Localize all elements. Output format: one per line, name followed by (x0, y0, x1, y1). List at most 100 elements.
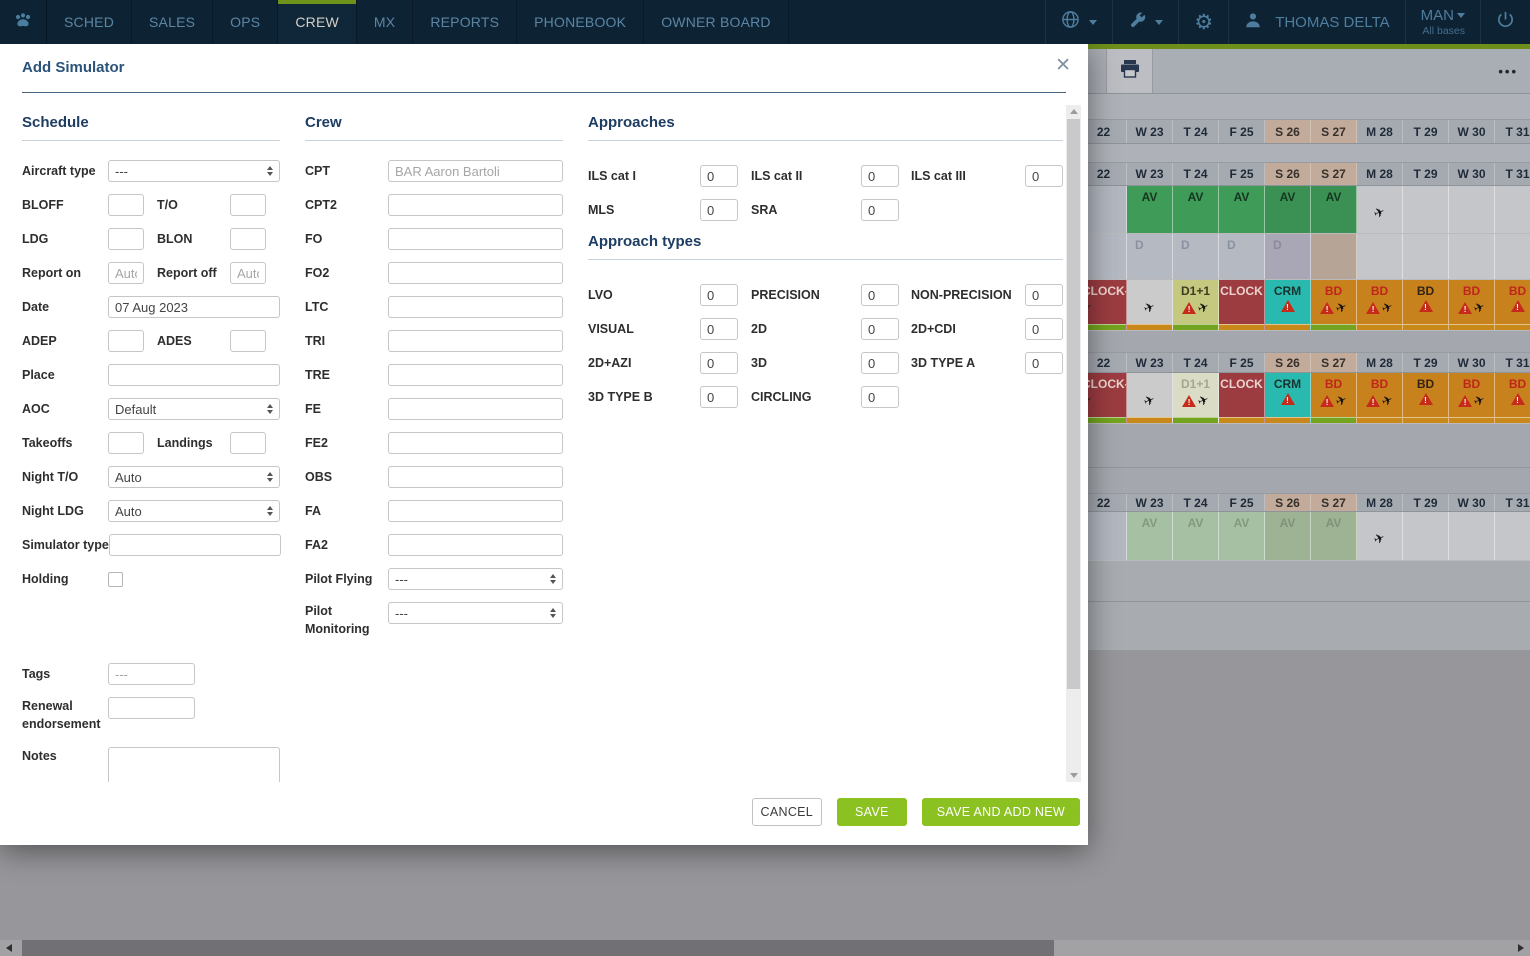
day-header[interactable]: M 28 (1357, 163, 1403, 185)
calendar-cell[interactable]: BD✈ (1449, 373, 1495, 423)
date-input[interactable] (108, 296, 280, 318)
calendar-cell[interactable]: CRM (1265, 373, 1311, 423)
day-header[interactable]: T 24 (1173, 353, 1219, 372)
3d-type-a-input[interactable] (1025, 352, 1063, 374)
notes-textarea[interactable] (108, 747, 280, 782)
tags-input[interactable] (108, 663, 195, 685)
tab-sched[interactable]: SCHED (47, 0, 133, 44)
place-input[interactable] (108, 364, 280, 386)
calendar-cell[interactable]: D (1173, 234, 1219, 279)
adep-input[interactable] (108, 330, 144, 352)
2d-input[interactable] (861, 318, 899, 340)
calendar-cell[interactable]: BD✈ (1357, 280, 1403, 330)
day-header[interactable]: W 23 (1127, 353, 1173, 372)
day-header[interactable]: T 29 (1403, 353, 1449, 372)
ltc-input[interactable] (388, 296, 563, 318)
simulator-type-input[interactable] (108, 534, 281, 556)
calendar-cell[interactable] (1403, 512, 1449, 560)
calendar-cell[interactable]: CLOCK-✈ (1081, 280, 1127, 330)
day-header[interactable]: M 28 (1357, 494, 1403, 511)
calendar-cell[interactable] (1081, 512, 1127, 560)
day-header[interactable]: F 25 (1219, 353, 1265, 372)
tri-input[interactable] (388, 330, 563, 352)
day-header[interactable]: S 26 (1265, 163, 1311, 185)
circling-input[interactable] (861, 386, 899, 408)
calendar-cell[interactable]: CLOCK-✈ (1081, 373, 1127, 423)
calendar-cell[interactable]: AV (1173, 186, 1219, 233)
sra-input[interactable] (861, 199, 899, 221)
day-header[interactable]: 22 (1081, 163, 1127, 185)
calendar-cell[interactable]: D (1265, 234, 1311, 279)
cancel-button[interactable]: CANCEL (751, 798, 822, 826)
day-header[interactable]: T 29 (1403, 163, 1449, 185)
day-header[interactable]: T 24 (1173, 120, 1219, 143)
bloff-input[interactable] (108, 194, 144, 216)
calendar-cell[interactable]: BD (1403, 280, 1449, 330)
tab-phonebook[interactable]: PHONEBOOK (517, 0, 645, 44)
tab-sales[interactable]: SALES (132, 0, 214, 44)
day-header[interactable]: T 24 (1173, 494, 1219, 511)
day-header[interactable]: T 29 (1403, 494, 1449, 511)
fe-input[interactable] (388, 398, 563, 420)
mls-input[interactable] (700, 199, 738, 221)
scroll-left-arrow-icon[interactable] (6, 944, 12, 952)
scroll-right-arrow-icon[interactable] (1518, 944, 1524, 952)
day-header[interactable]: W 30 (1449, 353, 1495, 372)
night-ldg-select[interactable]: Auto (108, 500, 280, 522)
pilot-monitoring-select[interactable]: --- (388, 602, 563, 624)
user-menu[interactable]: THOMAS DELTA (1228, 0, 1404, 44)
report-on-input[interactable] (108, 262, 144, 284)
calendar-cell[interactable]: BD✈ (1357, 373, 1403, 423)
day-header[interactable]: M 28 (1357, 353, 1403, 372)
cpt2-input[interactable] (388, 194, 563, 216)
fo2-input[interactable] (388, 262, 563, 284)
to-input[interactable] (230, 194, 266, 216)
day-header[interactable]: F 25 (1219, 120, 1265, 143)
calendar-cell[interactable] (1449, 512, 1495, 560)
night-to-select[interactable]: Auto (108, 466, 280, 488)
renewal-endorsement-input[interactable] (108, 697, 195, 719)
day-header[interactable]: W 30 (1449, 494, 1495, 511)
calendar-cell[interactable]: AV (1311, 512, 1357, 560)
day-header[interactable]: M 28 (1357, 120, 1403, 143)
day-header[interactable]: W 23 (1127, 163, 1173, 185)
aircraft-type-select[interactable]: --- (108, 160, 280, 182)
day-header[interactable]: W 23 (1127, 494, 1173, 511)
calendar-cell[interactable] (1403, 186, 1449, 233)
day-header[interactable]: S 27 (1311, 163, 1357, 185)
horizontal-scrollbar[interactable] (0, 940, 1530, 956)
calendar-cell[interactable]: BD (1495, 280, 1530, 330)
fe2-input[interactable] (388, 432, 563, 454)
dialog-scrollbar[interactable] (1066, 105, 1081, 782)
day-header[interactable]: T 24 (1173, 163, 1219, 185)
day-header[interactable]: W 30 (1449, 120, 1495, 143)
calendar-cell[interactable]: AV (1311, 186, 1357, 233)
language-menu[interactable] (1045, 0, 1112, 44)
tab-ops[interactable]: OPS (213, 0, 279, 44)
calendar-cell[interactable] (1311, 234, 1357, 279)
save-button[interactable]: SAVE (836, 798, 907, 826)
day-header[interactable]: 22 (1081, 353, 1127, 372)
fo-input[interactable] (388, 228, 563, 250)
ils-cat3-input[interactable] (1025, 165, 1063, 187)
tab-owner-board[interactable]: OWNER BOARD (644, 0, 789, 44)
calendar-cell[interactable]: BD✈ (1311, 280, 1357, 330)
day-header[interactable]: S 27 (1311, 494, 1357, 511)
calendar-cell[interactable] (1449, 234, 1495, 279)
calendar-cell[interactable]: BD✈ (1449, 280, 1495, 330)
calendar-cell[interactable]: BD (1495, 373, 1530, 423)
precision-input[interactable] (861, 284, 899, 306)
day-header[interactable]: T 29 (1403, 120, 1449, 143)
tre-input[interactable] (388, 364, 563, 386)
calendar-cell[interactable]: BD (1403, 373, 1449, 423)
calendar-cell[interactable]: BD✈ (1311, 373, 1357, 423)
visual-input[interactable] (700, 318, 738, 340)
horizontal-scrollbar-thumb[interactable] (22, 940, 1054, 956)
calendar-cell[interactable]: ✈ (1357, 186, 1403, 233)
calendar-cell[interactable]: AV (1265, 512, 1311, 560)
day-header[interactable]: S 26 (1265, 353, 1311, 372)
calendar-cell[interactable] (1495, 512, 1530, 560)
day-header[interactable]: S 27 (1311, 120, 1357, 143)
blon-input[interactable] (230, 228, 266, 250)
ades-input[interactable] (230, 330, 266, 352)
